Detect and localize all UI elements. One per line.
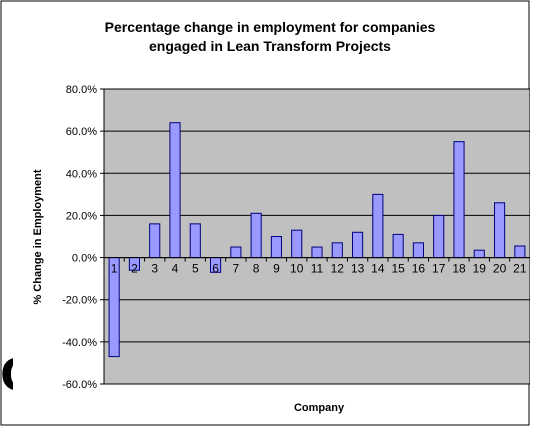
bar-company-7 xyxy=(230,246,242,259)
bar-company-4 xyxy=(169,122,181,259)
bar-company-13 xyxy=(352,231,364,259)
bar-company-9 xyxy=(270,236,283,259)
bar-company-10 xyxy=(291,229,303,259)
chart-title-line-2: engaged in Lean Transform Projects xyxy=(149,38,391,54)
x-tick-label: 4 xyxy=(172,262,179,276)
x-tick-label: 7 xyxy=(233,262,240,276)
x-tick-label: 18 xyxy=(452,262,466,276)
x-tick-label: 11 xyxy=(311,262,324,276)
x-tick-label: 21 xyxy=(513,262,527,276)
x-tick-label: 2 xyxy=(131,262,138,276)
y-axis-label: % Change in Employment xyxy=(32,169,44,304)
x-tick-label: 15 xyxy=(391,262,405,276)
x-tick-label: 20 xyxy=(493,262,507,276)
bar-company-21 xyxy=(514,245,526,259)
x-tick-label: 14 xyxy=(371,262,385,276)
y-ticks: -60.0% -40.0% -20.0% 0.0% 20.0% 40.0% 60.0% 80.… xyxy=(62,84,104,391)
x-tick-label: 17 xyxy=(432,262,446,276)
y-tick-label: 0.0% xyxy=(72,253,97,265)
x-tick-label: 16 xyxy=(412,262,426,276)
x-ticks: 1 2 3 4 5 6 7 8 9 10 11 12 13 14 15 16 17 18 19 20 21 xyxy=(103,257,527,276)
bar-company-18 xyxy=(453,141,465,259)
x-tick-label: 13 xyxy=(351,262,365,276)
plot-area xyxy=(103,88,530,385)
bar-company-8 xyxy=(250,212,262,259)
x-axis-label: Company xyxy=(294,402,345,414)
bar-company-12 xyxy=(331,242,343,259)
y-tick-label: -40.0% xyxy=(62,337,97,349)
bar-company-5 xyxy=(189,223,201,259)
chart-title-line-1: Percentage change in employment for comp… xyxy=(105,19,436,35)
bar-company-20 xyxy=(494,202,506,259)
x-tick-label: 6 xyxy=(212,262,219,276)
bar-company-16 xyxy=(412,242,425,259)
x-tick-label: 19 xyxy=(473,262,487,276)
bar-company-3 xyxy=(149,223,161,259)
y-tick-label: 60.0% xyxy=(66,126,97,138)
y-tick-label: 40.0% xyxy=(66,168,97,180)
x-tick-label: 10 xyxy=(290,262,304,276)
x-tick-label: 3 xyxy=(151,262,158,276)
bar-company-15 xyxy=(392,233,404,259)
x-tick-label: 1 xyxy=(111,262,118,276)
x-tick-label: 9 xyxy=(273,262,280,276)
y-tick-label: -20.0% xyxy=(62,295,97,307)
x-tick-label: 12 xyxy=(331,262,345,276)
bar-company-17 xyxy=(433,214,445,259)
bar-company-11 xyxy=(311,246,323,259)
bar-company-19 xyxy=(473,249,485,259)
background-fragment-text: o xyxy=(0,338,13,402)
x-tick-label: 5 xyxy=(192,262,199,276)
y-tick-label: 20.0% xyxy=(66,210,97,222)
y-tick-label: 80.0% xyxy=(66,84,97,96)
y-tick-label: -60.0% xyxy=(62,379,97,391)
bar-company-14 xyxy=(372,193,384,259)
x-tick-label: 8 xyxy=(253,262,260,276)
